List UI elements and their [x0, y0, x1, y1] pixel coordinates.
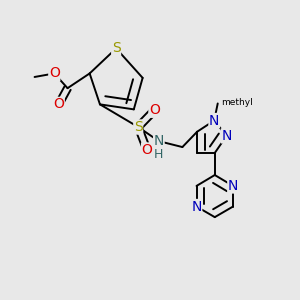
Text: O: O [149, 103, 160, 117]
Text: N: N [221, 129, 232, 143]
Text: O: O [49, 66, 60, 80]
Text: H: H [154, 148, 164, 161]
Text: S: S [112, 41, 121, 56]
Text: S: S [134, 120, 142, 134]
Text: O: O [142, 143, 152, 157]
Text: methyl: methyl [221, 98, 253, 106]
Text: N: N [154, 134, 164, 148]
Text: N: N [209, 114, 219, 128]
Text: N: N [191, 200, 202, 214]
Text: O: O [53, 98, 64, 111]
Text: N: N [228, 179, 238, 193]
